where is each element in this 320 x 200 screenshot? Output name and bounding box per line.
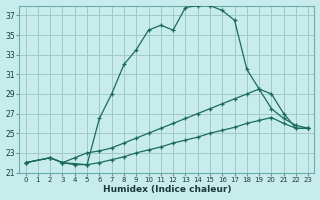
X-axis label: Humidex (Indice chaleur): Humidex (Indice chaleur) bbox=[103, 185, 231, 194]
